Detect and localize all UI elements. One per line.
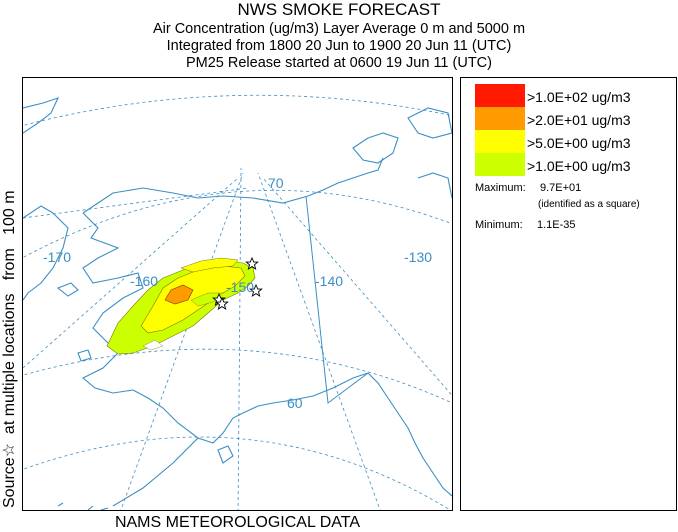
release-start-line: PM25 Release started at 0600 19 Jun 11 (…: [185, 55, 492, 71]
alaska-map[interactable]: 70 60 -170 -160 -150 -140 -130: [23, 78, 452, 510]
meridian-minus-160: [120, 172, 244, 510]
forecast-title: NWS SMOKE FORECAST: [237, 0, 441, 19]
legend-swatch-lime: [475, 153, 525, 176]
legend-swatch-yellow: [475, 130, 525, 153]
integration-period-line: Integrated from 1800 20 Jun to 1900 20 J…: [166, 38, 512, 54]
meridian-minus-150: [237, 167, 242, 510]
smoke-plume[interactable]: [106, 257, 256, 355]
lon-label-minus-130: -130: [404, 249, 432, 265]
source-star-icon[interactable]: [245, 256, 259, 271]
alaska-peninsula: [112, 437, 199, 507]
source-star-icon[interactable]: [249, 283, 263, 298]
lat-label-70: 70: [268, 175, 284, 191]
arctic-inlet: [417, 172, 452, 199]
plume-contour-north-arm[interactable]: [180, 257, 239, 273]
meridian-minus-130-east: [257, 172, 381, 510]
plume-contour-20[interactable]: [164, 284, 194, 305]
alaska-canada-border: [305, 195, 369, 404]
lon-label-minus-150: -150: [226, 279, 254, 295]
source-star-icon[interactable]: [215, 296, 229, 311]
latitude-line-65: [23, 348, 452, 404]
nunivak-island: [77, 349, 92, 362]
st-lawrence-island: [56, 282, 79, 297]
source-markers[interactable]: [212, 256, 263, 311]
alaska-south-coast: [132, 372, 369, 444]
lon-label-minus-160: -160: [130, 273, 158, 289]
maximum-note: (identified as a square): [538, 199, 640, 210]
coastlines: [23, 97, 452, 510]
legend-label-1: >1.0E+00 ug/m3: [527, 158, 631, 174]
lon-label-minus-140: -140: [315, 273, 343, 289]
meridian-minus-120: [262, 177, 452, 396]
minimum-label: Minimum:: [475, 219, 523, 231]
banks-island: [352, 132, 399, 164]
longitude-lines: [23, 167, 452, 510]
minimum-value: 1.1E-35: [537, 219, 576, 231]
legend-label-100: >1.0E+02 ug/m3: [527, 89, 631, 105]
maximum-value: 9.7E+01: [540, 182, 582, 194]
legend-panel: >1.0E+02 ug/m3 >2.0E+01 ug/m3 >5.0E+00 u…: [460, 77, 677, 511]
chukotka-coast: [23, 205, 69, 301]
legend-swatch-red: [475, 84, 525, 107]
lat-label-60: 60: [287, 395, 303, 411]
latitude-line-80: [23, 94, 452, 126]
grid-labels: 70 60 -170 -160 -150 -140 -130: [43, 175, 432, 411]
victoria-island: [407, 107, 452, 139]
meteorological-data-label: NAMS METEOROLOGICAL DATA: [114, 514, 361, 531]
plume-gap: [142, 339, 164, 351]
lon-label-minus-170: -170: [43, 249, 71, 265]
legend-label-20: >2.0E+01 ug/m3: [527, 112, 631, 128]
alaska-north-coast: [82, 187, 309, 214]
canada-arctic-coast: [307, 157, 384, 197]
latitude-line-70: [23, 189, 452, 259]
legend-swatch-orange: [475, 107, 525, 130]
siberia-coast-north: [23, 97, 60, 134]
latitude-line-60: [23, 436, 451, 510]
legend-label-5: >5.0E+00 ug/m3: [527, 135, 631, 151]
map-panel[interactable]: 70 60 -170 -160 -150 -140 -130: [22, 77, 453, 511]
kodiak-island: [217, 445, 234, 464]
alaska-west-coast: [82, 212, 144, 394]
concentration-layer-line: Air Concentration (ug/m3) Layer Average …: [152, 21, 526, 37]
maximum-label: Maximum:: [475, 182, 526, 194]
latitude-lines: [23, 94, 452, 510]
aleutian-islands: [57, 502, 109, 510]
source-side-label: Source☆ at multiple locations from 100 m: [1, 190, 18, 508]
meridian-minus-180: [23, 187, 249, 219]
southeast-alaska-coast: [367, 372, 452, 497]
